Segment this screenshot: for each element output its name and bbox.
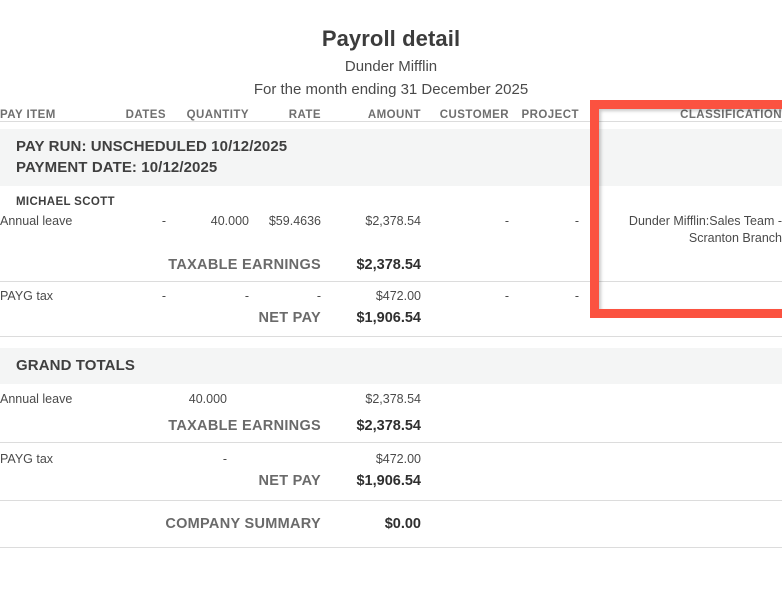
column-header-quantity[interactable]: QUANTITY — [166, 109, 249, 122]
employee-name: MICHAEL SCOTT — [16, 195, 115, 208]
cell-pay-item: Annual leave — [0, 392, 73, 406]
cell-classification — [579, 280, 782, 308]
company-summary-row: COMPANY SUMMARY $0.00 — [0, 500, 782, 548]
cell-project: - — [574, 213, 579, 228]
cell-dates — [118, 442, 166, 471]
cell-rate — [249, 384, 321, 411]
cell-customer — [421, 442, 509, 471]
cell-rate — [249, 442, 321, 471]
grand-totals-heading: GRAND TOTALS — [16, 357, 135, 374]
cell-dates: - — [118, 280, 166, 308]
grand-net-pay-row: NET PAY $1,906.54 — [0, 471, 782, 501]
cell-pay-item: PAYG tax — [0, 280, 118, 308]
net-pay-row: NET PAY $1,906.54 — [0, 307, 782, 337]
cell-classification: Dunder Mifflin:Sales Team - Scranton Bra… — [628, 213, 782, 245]
cell-rate: - — [249, 280, 321, 308]
cell-customer: - — [421, 280, 509, 308]
pay-run-heading-line-2: PAYMENT DATE: 10/12/2025 — [16, 158, 218, 176]
payroll-table: PAY ITEM DATES QUANTITY RATE AMOUNT CUST… — [0, 109, 782, 548]
column-header-dates[interactable]: DATES — [118, 109, 166, 122]
taxable-earnings-amount: $2,378.54 — [356, 256, 421, 273]
grand-taxable-earnings-row: TAXABLE EARNINGS $2,378.54 — [0, 411, 782, 443]
company-name: Dunder Mifflin — [344, 58, 438, 75]
cell-customer: - — [504, 213, 509, 228]
page-title: Payroll detail — [321, 26, 461, 51]
cell-dates — [118, 384, 166, 411]
column-header-customer[interactable]: CUSTOMER — [421, 109, 509, 122]
grand-net-pay-amount: $1,906.54 — [356, 473, 421, 489]
column-header-project[interactable]: PROJECT — [509, 109, 579, 122]
table-row: PAYG tax - - - $472.00 - - — [0, 280, 782, 308]
cell-quantity: 40.000 — [188, 392, 227, 406]
grand-totals-section: GRAND TOTALS Annual leave 40.000 $2,378.… — [0, 336, 782, 548]
taxable-earnings-row: TAXABLE EARNINGS $2,378.54 — [0, 250, 782, 282]
cell-project — [509, 442, 579, 471]
cell-amount: $2,378.54 — [365, 213, 421, 228]
cell-pay-item: PAYG tax — [0, 442, 118, 471]
column-header-rate[interactable]: RATE — [249, 109, 321, 122]
table-row: Annual leave 40.000 $2,378.54 — [0, 384, 782, 411]
grand-net-pay-label: NET PAY — [258, 473, 321, 489]
table-header-row: PAY ITEM DATES QUANTITY RATE AMOUNT CUST… — [0, 109, 782, 122]
table-row: Annual leave - 40.000 $59.4636 $2,378.54… — [0, 211, 782, 250]
cell-rate: $59.4636 — [268, 213, 321, 228]
pay-run-heading-row: PAY RUN: UNSCHEDULED 10/12/2025 PAYMENT … — [0, 128, 782, 186]
grand-taxable-earnings-label: TAXABLE EARNINGS — [168, 418, 321, 434]
grand-taxable-earnings-amount: $2,378.54 — [356, 418, 421, 434]
grand-totals-heading-row: GRAND TOTALS — [0, 348, 782, 384]
report-period: For the month ending 31 December 2025 — [253, 81, 529, 98]
spacer — [0, 122, 782, 129]
cell-customer — [421, 384, 509, 411]
spacer — [0, 336, 782, 348]
net-pay-amount: $1,906.54 — [356, 309, 421, 326]
cell-classification — [579, 442, 782, 471]
company-summary-label: COMPANY SUMMARY — [165, 516, 321, 532]
cell-quantity: - — [166, 280, 249, 308]
cell-project: - — [509, 280, 579, 308]
column-header-amount[interactable]: AMOUNT — [321, 109, 421, 122]
report-header: Payroll detail Dunder Mifflin For the mo… — [0, 0, 782, 101]
cell-amount: $472.00 — [321, 442, 421, 471]
pay-run-section: PAY RUN: UNSCHEDULED 10/12/2025 PAYMENT … — [0, 122, 782, 337]
column-header-classification[interactable]: CLASSIFICATION — [579, 109, 782, 122]
cell-classification — [579, 384, 782, 411]
pay-run-heading-line-1: PAY RUN: UNSCHEDULED 10/12/2025 — [16, 137, 288, 155]
cell-dates: - — [161, 213, 166, 228]
cell-quantity: 40.000 — [210, 213, 249, 228]
taxable-earnings-label: TAXABLE EARNINGS — [168, 256, 321, 273]
company-summary-amount: $0.00 — [384, 516, 421, 532]
cell-amount: $2,378.54 — [365, 392, 421, 406]
cell-project — [509, 384, 579, 411]
net-pay-label: NET PAY — [258, 309, 321, 326]
cell-amount: $472.00 — [321, 280, 421, 308]
column-header-pay-item[interactable]: PAY ITEM — [0, 109, 118, 122]
table-row: PAYG tax - $472.00 — [0, 442, 782, 471]
employee-row: MICHAEL SCOTT — [0, 186, 782, 211]
cell-quantity: - — [166, 442, 249, 471]
cell-pay-item: Annual leave — [0, 213, 73, 228]
